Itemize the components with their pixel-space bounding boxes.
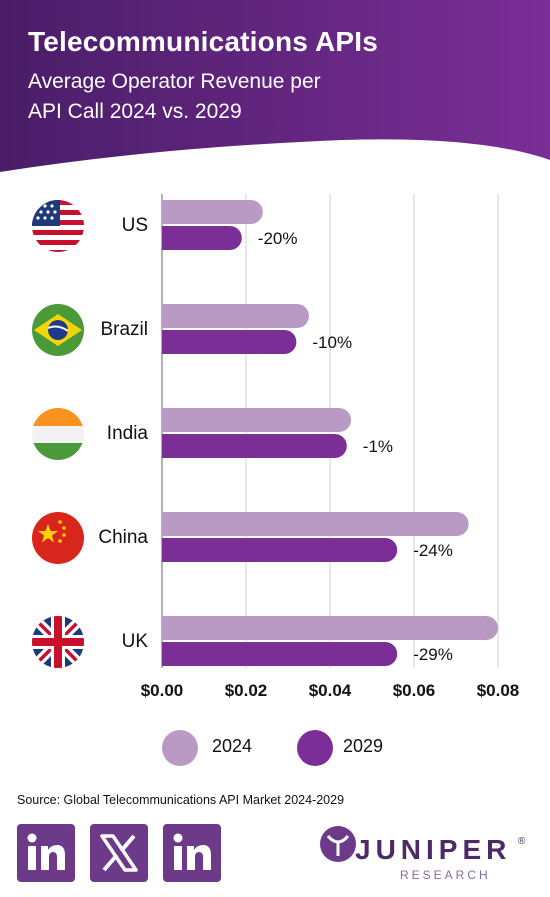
linkedin-icon <box>173 833 211 870</box>
uk-flag-icon <box>32 616 84 668</box>
bar-us-2029 <box>162 226 242 250</box>
china-flag-icon <box>32 512 84 564</box>
chart-legend: 2024 2029 <box>0 728 550 768</box>
brazil-flag-icon <box>32 304 84 356</box>
x-tick-label: $0.06 <box>393 681 436 700</box>
bar-india-2029 <box>162 434 347 458</box>
x-tick-label: $0.02 <box>225 681 268 700</box>
bar-brazil-2024 <box>162 304 309 328</box>
legend-swatch-2024 <box>162 730 198 766</box>
change-label: -20% <box>258 229 298 248</box>
page-subtitle-line1: Average Operator Revenue per <box>28 70 321 93</box>
bar-india-2024 <box>162 408 351 432</box>
x-tick-label: $0.00 <box>141 681 184 700</box>
bar-us-2024 <box>162 200 263 224</box>
x-icon <box>100 834 138 872</box>
x-tick-label: $0.04 <box>309 681 352 700</box>
category-label: UK <box>122 631 149 652</box>
page-title: Telecommunications APIs <box>28 26 379 57</box>
x-tick-label: $0.08 <box>477 681 520 700</box>
category-label: Brazil <box>100 319 148 340</box>
source-note: Source: Global Telecommunications API Ma… <box>17 793 345 807</box>
juniper-logo: JUNIPER ® RESEARCH <box>318 822 533 886</box>
india-flag-icon <box>32 408 84 460</box>
legend-label-2029: 2029 <box>343 736 384 756</box>
category-label: US <box>122 215 148 236</box>
page-subtitle-line2: API Call 2024 vs. 2029 <box>28 100 242 123</box>
change-label: -10% <box>312 333 352 352</box>
bar-uk-2029 <box>162 642 398 666</box>
legend-swatch-2029 <box>297 730 333 766</box>
linkedin-button[interactable] <box>17 824 75 882</box>
header-background <box>0 0 550 172</box>
logo-wordmark: JUNIPER <box>355 834 512 865</box>
bar-uk-2024 <box>162 616 498 640</box>
change-label: -24% <box>413 541 453 560</box>
logo-registered-mark: ® <box>518 836 526 847</box>
juniper-logo-mark-icon <box>320 826 356 862</box>
change-label: -1% <box>363 437 393 456</box>
change-label: -29% <box>413 645 453 664</box>
header-banner: Telecommunications APIs Average Operator… <box>0 0 550 172</box>
bar-chart: $0.00 $0.02 $0.04 $0.06 $0.08 US -20% Brazil -10… <box>32 194 520 700</box>
legend-label-2024: 2024 <box>212 736 253 756</box>
linkedin-button-2[interactable] <box>163 824 221 882</box>
logo-subtitle: RESEARCH <box>400 868 491 882</box>
bar-china-2029 <box>162 538 398 562</box>
category-label: China <box>98 527 148 548</box>
us-flag-icon <box>32 200 84 252</box>
linkedin-icon <box>27 833 65 870</box>
category-label: India <box>107 423 149 444</box>
bar-brazil-2029 <box>162 330 297 354</box>
bar-china-2024 <box>162 512 469 536</box>
x-button[interactable] <box>90 824 148 882</box>
